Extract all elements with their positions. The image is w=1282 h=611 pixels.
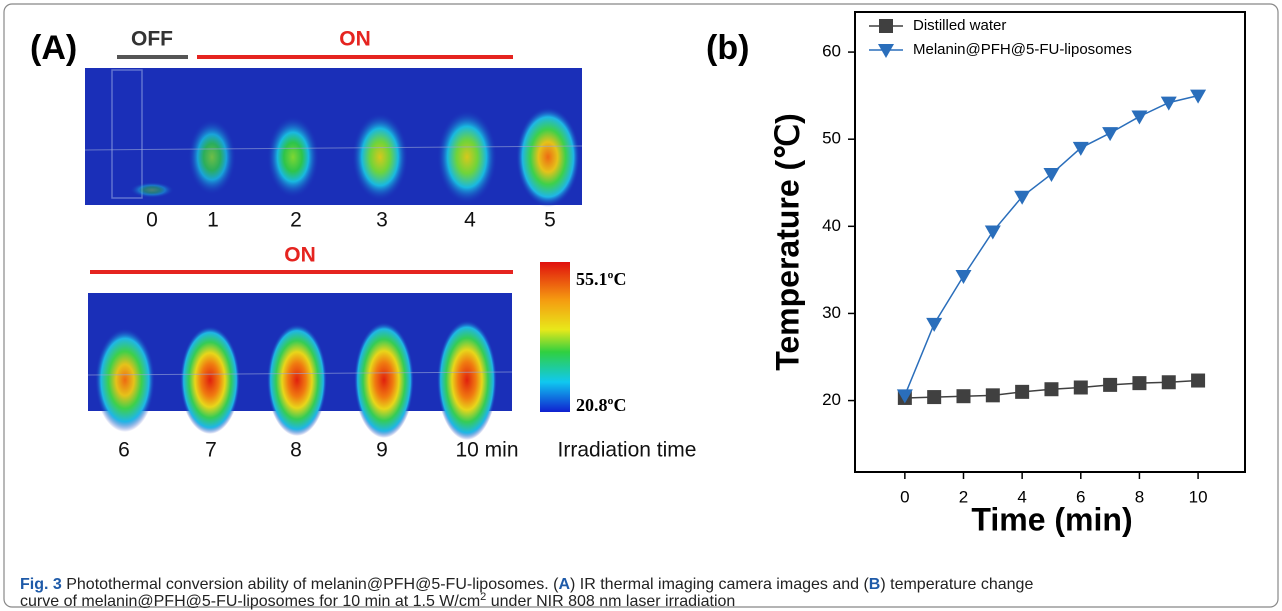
caption-label: Fig. 3 bbox=[20, 576, 62, 593]
marker bbox=[1132, 376, 1146, 390]
y-tick-label: 60 bbox=[822, 42, 841, 61]
heat-spot bbox=[267, 324, 327, 436]
marker bbox=[986, 388, 1000, 402]
y-axis-title: Temperature (℃) bbox=[769, 113, 805, 371]
marker bbox=[1191, 374, 1205, 388]
heat-spot bbox=[437, 320, 497, 440]
marker bbox=[1044, 382, 1058, 396]
time-label: 3 bbox=[376, 209, 388, 232]
caption-text: curve of melanin@PFH@5-FU-liposomes for … bbox=[20, 593, 480, 610]
heat-spot bbox=[130, 182, 174, 198]
heat-spot bbox=[180, 326, 240, 434]
caption-ref: A bbox=[558, 576, 570, 593]
marker bbox=[1043, 168, 1059, 182]
y-tick-label: 20 bbox=[822, 390, 841, 409]
marker bbox=[1162, 375, 1176, 389]
y-tick-label: 50 bbox=[822, 129, 841, 148]
panel-label: (b) bbox=[706, 29, 749, 67]
x-tick-label: 4 bbox=[1017, 487, 1026, 506]
heat-spot bbox=[352, 113, 408, 201]
marker bbox=[1103, 378, 1117, 392]
time-label: 1 bbox=[207, 209, 219, 232]
marker bbox=[926, 318, 942, 332]
time-axis-label: Irradiation time bbox=[558, 439, 697, 462]
series-line bbox=[905, 96, 1198, 396]
caption: Fig. 3 Photothermal conversion ability o… bbox=[20, 576, 1033, 593]
marker bbox=[956, 389, 970, 403]
time-label: 4 bbox=[464, 209, 476, 232]
legend-label: Distilled water bbox=[913, 17, 1006, 34]
marker bbox=[985, 226, 1001, 240]
time-label: 8 bbox=[290, 439, 302, 462]
y-tick-label: 40 bbox=[822, 216, 841, 235]
x-tick-label: 0 bbox=[900, 487, 909, 506]
marker bbox=[927, 390, 941, 404]
off-label: OFF bbox=[131, 28, 173, 51]
time-label: 7 bbox=[205, 439, 217, 462]
on-label: ON bbox=[339, 28, 371, 51]
figure: (A) OFF ON ON 55.1ºC 20.8ºC Irradiation … bbox=[0, 0, 1282, 611]
color-scale bbox=[540, 262, 570, 412]
caption: curve of melanin@PFH@5-FU-liposomes for … bbox=[20, 591, 735, 610]
caption-text: under NIR 808 nm laser irradiation bbox=[486, 593, 735, 610]
scale-max: 55.1ºC bbox=[576, 269, 626, 289]
marker bbox=[1161, 97, 1177, 111]
heat-spot bbox=[267, 116, 319, 198]
x-axis-title: Time (min) bbox=[971, 501, 1132, 537]
x-tick-label: 8 bbox=[1135, 487, 1144, 506]
marker bbox=[1015, 385, 1029, 399]
heat-spot bbox=[95, 328, 155, 432]
time-label: 2 bbox=[290, 209, 302, 232]
thermal-images-top bbox=[85, 68, 582, 207]
time-label: 5 bbox=[544, 209, 556, 232]
marker bbox=[1074, 380, 1088, 394]
x-tick-label: 6 bbox=[1076, 487, 1085, 506]
page: (A) OFF ON ON 55.1ºC 20.8ºC Irradiation … bbox=[0, 0, 1282, 611]
legend-label: Melanin@PFH@5-FU-liposomes bbox=[913, 41, 1132, 58]
marker bbox=[1102, 127, 1118, 141]
marker bbox=[1131, 111, 1147, 125]
marker bbox=[955, 270, 971, 284]
heat-spot bbox=[516, 107, 580, 207]
x-tick-label: 2 bbox=[959, 487, 968, 506]
caption-ref: B bbox=[869, 576, 881, 593]
x-tick-label: 10 bbox=[1189, 487, 1208, 506]
time-label: 6 bbox=[118, 439, 130, 462]
legend-marker bbox=[878, 44, 894, 58]
caption-text: ) IR thermal imaging camera images and ( bbox=[570, 576, 869, 593]
panel-label: (A) bbox=[30, 29, 77, 67]
on-label: ON bbox=[284, 244, 316, 267]
heat-spot bbox=[437, 110, 497, 204]
time-label: 10 min bbox=[455, 439, 518, 462]
legend-marker bbox=[879, 19, 893, 33]
plot-frame bbox=[855, 12, 1245, 472]
thermal-images-bottom bbox=[88, 293, 512, 440]
heat-spot bbox=[354, 322, 414, 438]
y-tick-label: 30 bbox=[822, 303, 841, 322]
heat-spot bbox=[188, 119, 236, 195]
time-label: 9 bbox=[376, 439, 388, 462]
scale-min: 20.8ºC bbox=[576, 395, 626, 415]
time-label: 0 bbox=[146, 209, 158, 232]
caption-text: ) temperature change bbox=[880, 576, 1033, 593]
